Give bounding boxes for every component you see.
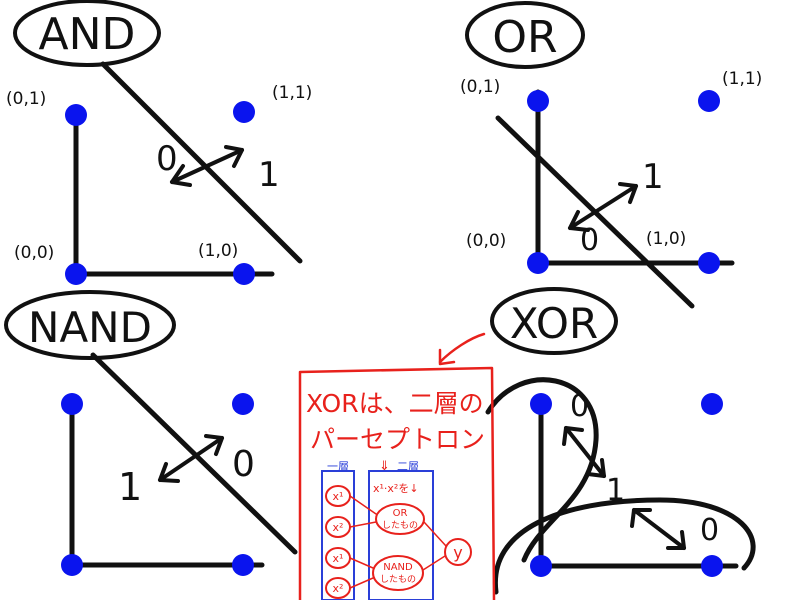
nand-side-one: 1	[118, 465, 142, 509]
note-pointer-line	[438, 332, 486, 364]
and-decision-line	[100, 61, 303, 264]
xor-arrow-top	[564, 426, 606, 478]
or-point-00	[527, 252, 549, 274]
network-connections	[349, 495, 447, 589]
xor-title-oval	[490, 287, 618, 355]
and-arrowhead-b	[224, 145, 244, 168]
xor-boundary-upper	[485, 377, 599, 563]
and-point-11	[233, 101, 255, 123]
and-side-zero: 0	[156, 139, 178, 179]
nand-arrowhead-a	[158, 462, 180, 483]
and-label-11: (1,1)	[272, 83, 312, 103]
nand-arrowhead-b	[204, 434, 224, 456]
or-node	[375, 503, 425, 535]
layer1-label: 一層	[327, 460, 349, 473]
xor-point-10	[701, 555, 723, 577]
xor-title: XOR	[510, 299, 598, 348]
nand-title-oval	[4, 290, 176, 360]
layer2-label: 二層	[397, 460, 419, 473]
xor-point-00	[530, 555, 552, 577]
xor-arrowhead-bottom-a	[630, 508, 652, 528]
nand-point-10	[232, 554, 254, 576]
nand-node-label: NAND	[383, 562, 413, 573]
xor-region-bottom: 0	[700, 513, 719, 548]
and-arrow	[170, 148, 244, 184]
or-point-11	[698, 90, 720, 112]
nand-point-00	[61, 554, 83, 576]
and-title: AND	[39, 9, 136, 60]
layer2-caption: x¹·x²を↓	[373, 482, 419, 495]
and-side-one: 1	[258, 155, 280, 195]
or-node-label: OR	[393, 508, 408, 519]
xor-region-top: 0	[570, 389, 589, 424]
or-arrowhead-a	[568, 210, 590, 232]
input-node-x1-b-label: x¹	[333, 552, 344, 565]
or-label-10: (1,0)	[646, 229, 686, 249]
or-arrowhead-b	[618, 182, 638, 204]
note-frame	[298, 366, 496, 600]
or-side-zero: 0	[580, 223, 599, 258]
nand-panel: NAND 1 0	[4, 290, 298, 576]
or-title: OR	[492, 12, 557, 63]
nand-side-zero: 0	[232, 444, 255, 485]
nand-node-sub: したもの	[380, 574, 416, 585]
and-arrowhead-a	[170, 164, 192, 187]
and-point-01	[65, 104, 87, 126]
xor-arrow-bottom	[632, 508, 686, 550]
and-label-10: (1,0)	[198, 241, 238, 261]
nand-title: NAND	[28, 303, 152, 352]
layer2-box	[368, 470, 434, 600]
input-node-x2-b-label: x²	[333, 582, 344, 595]
xor-point-01	[530, 393, 552, 415]
input-node-x2-a-label: x²	[333, 521, 344, 534]
xor-boundary-lower	[492, 497, 756, 595]
xor-arrowhead-top-b	[586, 458, 606, 478]
and-point-00	[65, 263, 87, 285]
or-label-11: (1,1)	[722, 69, 762, 89]
note-line1: XORは、二層の	[306, 389, 484, 418]
xor-point-11	[701, 393, 723, 415]
and-label-00: (0,0)	[14, 243, 54, 263]
or-node-sub: したもの	[382, 520, 418, 531]
note-pointer-head	[438, 348, 456, 366]
xor-panel: XOR 0 1 0	[485, 287, 756, 595]
nand-node	[372, 555, 424, 591]
and-point-10	[233, 263, 255, 285]
xor-arrowhead-bottom-b	[666, 530, 686, 550]
and-label-01: (0,1)	[6, 89, 46, 109]
nand-arrow	[158, 436, 224, 482]
output-node-label: y	[453, 543, 462, 562]
or-side-one: 1	[642, 157, 664, 197]
or-label-00: (0,0)	[466, 231, 506, 251]
and-panel: AND 0 1 (0,1) (1,1) (0,0) (1,0)	[6, 0, 312, 285]
xor-arrowhead-top-a	[562, 426, 584, 446]
or-point-01	[527, 90, 549, 112]
note-line2: パーセプトロン	[310, 425, 485, 454]
layer1-box	[321, 470, 355, 600]
input-node-x1-a-label: x¹	[333, 490, 344, 503]
or-arrow	[568, 184, 638, 230]
or-point-10	[698, 252, 720, 274]
output-node	[444, 538, 472, 566]
or-title-oval	[465, 1, 585, 69]
layer2-arrow: ⇓	[379, 459, 390, 474]
or-label-01: (0,1)	[460, 77, 500, 97]
xor-region-mid: 1	[606, 473, 625, 508]
nand-point-11	[232, 393, 254, 415]
and-title-oval	[13, 0, 161, 67]
nand-point-01	[61, 393, 83, 415]
nand-decision-line	[90, 352, 298, 555]
xor-note: XORは、二層の パーセプトロン 一層 ⇓ 二層 x¹·x²を↓ x¹ x² x…	[298, 332, 496, 600]
or-panel: OR 0 1 (0,1) (1,1) (0,0) (1,0)	[460, 1, 762, 309]
